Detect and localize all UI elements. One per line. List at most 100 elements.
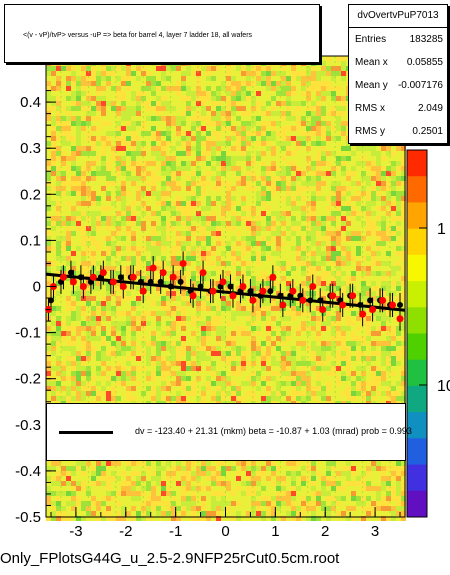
heatmap-cell [241,271,246,276]
heatmap-cell [86,76,91,81]
heatmap-cell [126,376,131,381]
heatmap-cell [51,311,56,316]
heatmap-cell [381,171,386,176]
heatmap-cell [136,356,141,361]
heatmap-cell [81,116,86,121]
heatmap-cell [361,196,366,201]
heatmap-cell [91,181,96,186]
heatmap-cell [71,301,76,306]
heatmap-cell [101,296,106,301]
heatmap-cell [141,106,146,111]
heatmap-cell [111,311,116,316]
heatmap-cell [351,226,356,231]
heatmap-cell [271,321,276,326]
heatmap-cell [341,196,346,201]
heatmap-cell [281,191,286,196]
heatmap-cell [216,171,221,176]
heatmap-cell [361,371,366,376]
heatmap-cell [201,326,206,331]
heatmap-cell [246,101,251,106]
heatmap-cell [126,241,131,246]
heatmap-cell [46,246,51,251]
heatmap-cell [246,201,251,206]
heatmap-cell [136,66,141,71]
heatmap-cell [46,201,51,206]
heatmap-cell [196,376,201,381]
heatmap-cell [311,266,316,271]
heatmap-cell [391,196,396,201]
heatmap-cell [136,321,141,326]
heatmap-cell [216,251,221,256]
heatmap-cell [66,111,71,116]
heatmap-cell [336,231,341,236]
heatmap-cell [166,346,171,351]
heatmap-cell [366,156,371,161]
heatmap-cell [261,226,266,231]
heatmap-cell [321,111,326,116]
heatmap-cell [386,151,391,156]
heatmap-cell [171,306,176,311]
heatmap-cell [351,166,356,171]
heatmap-cell [401,246,406,251]
heatmap-cell [351,346,356,351]
heatmap-cell [66,396,71,401]
heatmap-cell [316,61,321,66]
heatmap-cell [141,191,146,196]
heatmap-cell [196,66,201,71]
heatmap-cell [226,101,231,106]
heatmap-cell [126,61,131,66]
heatmap-cell [206,66,211,71]
heatmap-cell [316,196,321,201]
heatmap-cell [176,171,181,176]
heatmap-cell [161,96,166,101]
heatmap-cell [51,361,56,366]
heatmap-cell [206,61,211,66]
heatmap-cell [311,96,316,101]
heatmap-cell [211,351,216,356]
heatmap-cell [106,251,111,256]
heatmap-cell [321,341,326,346]
heatmap-cell [176,111,181,116]
heatmap-cell [101,81,106,86]
heatmap-cell [376,151,381,156]
heatmap-cell [211,91,216,96]
heatmap-cell [241,146,246,151]
heatmap-cell [131,186,136,191]
heatmap-cell [346,251,351,256]
heatmap-cell [296,391,301,396]
heatmap-cell [261,166,266,171]
heatmap-cell [366,201,371,206]
heatmap-cell [261,306,266,311]
heatmap-cell [91,116,96,121]
heatmap-cell [216,146,221,151]
heatmap-cell [151,371,156,376]
heatmap-cell [61,106,66,111]
heatmap-cell [136,221,141,226]
heatmap-cell [141,131,146,136]
heatmap-cell [71,191,76,196]
heatmap-cell [91,171,96,176]
heatmap-cell [401,396,406,401]
heatmap-cell [286,231,291,236]
heatmap-cell [356,286,361,291]
heatmap-cell [146,366,151,371]
heatmap-cell [366,381,371,386]
heatmap-cell [276,211,281,216]
heatmap-cell [351,356,356,361]
heatmap-cell [206,331,211,336]
heatmap-cell [256,236,261,241]
heatmap-cell [321,276,326,281]
heatmap-cell [151,296,156,301]
heatmap-cell [196,136,201,141]
heatmap-cell [131,71,136,76]
heatmap-cell [281,196,286,201]
heatmap-cell [61,201,66,206]
heatmap-cell [96,156,101,161]
heatmap-cell [231,341,236,346]
heatmap-cell [211,231,216,236]
heatmap-cell [216,246,221,251]
heatmap-cell [221,221,226,226]
heatmap-cell [236,196,241,201]
heatmap-cell [286,76,291,81]
heatmap-cell [386,236,391,241]
